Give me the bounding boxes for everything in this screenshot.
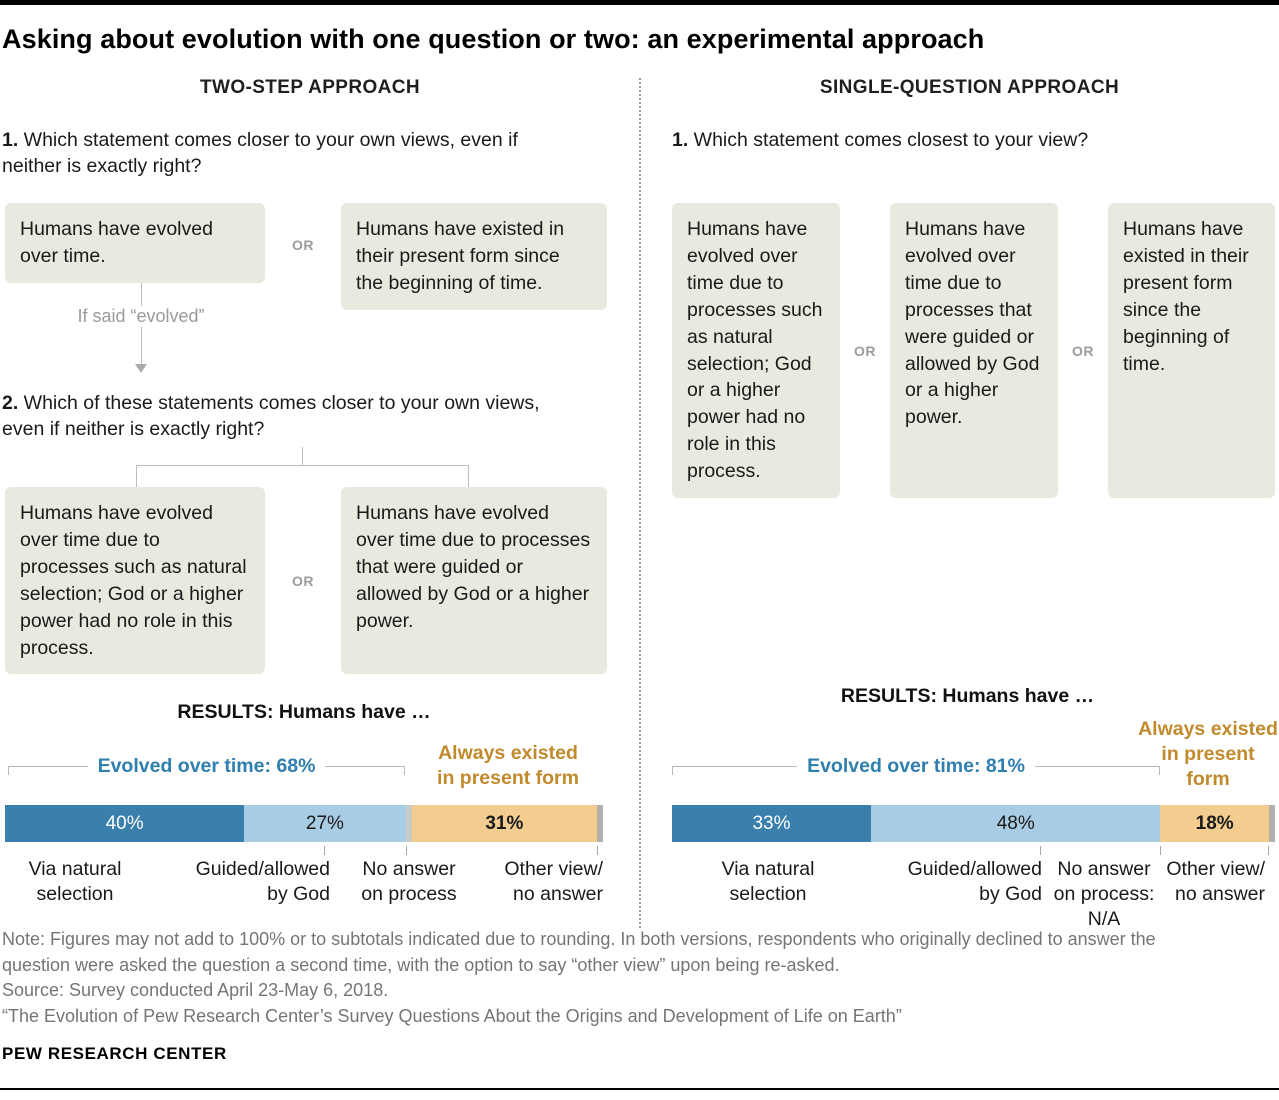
bar-value: 31% xyxy=(485,812,524,834)
bracket-line xyxy=(8,766,88,775)
bar-value: 48% xyxy=(996,812,1035,834)
always-existed-line: Always existed xyxy=(1138,718,1278,740)
bracket-line xyxy=(325,766,405,775)
axis-tick xyxy=(324,846,325,855)
bracket-connector xyxy=(302,447,303,465)
single-question-panel: SINGLE-QUESTION APPROACH 1. Which statem… xyxy=(660,75,1279,955)
option-natural-selection-box: Humans have evolved over time due to pro… xyxy=(672,203,840,499)
question-text: Which statement comes closest to your vi… xyxy=(688,129,1089,151)
bottom-rule xyxy=(0,1088,1279,1090)
axis-tick xyxy=(597,846,598,855)
bar-segment-other xyxy=(1268,805,1275,842)
always-existed-line: in present xyxy=(1161,743,1255,765)
or-separator: OR xyxy=(854,342,876,359)
question-1: 1. Which statement comes closest to your… xyxy=(672,127,1267,153)
evolved-subtotal-label: Evolved over time: 68% xyxy=(97,755,316,777)
evolved-subtotal-bracket: Evolved over time: 68% xyxy=(8,755,405,778)
branch-condition-label: If said “evolved” xyxy=(46,306,236,327)
bar-value: 18% xyxy=(1195,812,1234,834)
always-existed-label: Always existed in present form xyxy=(1138,717,1278,792)
answer-options-row-2: Humans have evolved over time due to pro… xyxy=(5,487,607,675)
bracket-connector xyxy=(136,465,469,466)
results-heading: RESULTS: Humans have … xyxy=(840,685,1095,707)
results-heading: RESULTS: Humans have … xyxy=(177,701,431,723)
option-guided-box: Humans have evolved over time due to pro… xyxy=(890,203,1058,499)
bar-segment-natural-selection: 33% xyxy=(672,805,871,842)
bar-segment-no-answer xyxy=(405,805,412,842)
option-natural-selection-box: Humans have evolved over time due to pro… xyxy=(5,487,265,675)
evolved-subtotal-bracket: Evolved over time: 81% xyxy=(672,755,1160,778)
bracket-connector xyxy=(136,465,137,487)
question-text: Which of these statements comes closer t… xyxy=(2,392,540,441)
or-separator: OR xyxy=(1072,342,1094,359)
top-rule xyxy=(0,0,1279,5)
bracket-line xyxy=(672,766,798,775)
option-existed-box: Humans have existed in their present for… xyxy=(341,203,607,310)
arrow-down-icon xyxy=(135,364,147,373)
axis-label-natural-selection: Via natural selection xyxy=(28,858,122,905)
always-existed-line: in present form xyxy=(437,767,579,789)
question-text: Which statement comes closer to your own… xyxy=(2,129,518,178)
source-text: Source: Survey conducted April 23-May 6,… xyxy=(2,980,389,1000)
answer-options-row: Humans have evolved over time due to pro… xyxy=(672,203,1275,499)
column-divider xyxy=(639,78,641,928)
axis-label-guided: Guided/allowed by God xyxy=(907,858,1042,905)
bar-segment-always-existed: 31% xyxy=(411,805,598,842)
axis-label-other-view: Other view/ no answer xyxy=(1166,858,1265,905)
axis-tick xyxy=(1160,846,1161,855)
page-title: Asking about evolution with one question… xyxy=(2,24,985,54)
two-step-panel: TWO-STEP APPROACH 1. Which statement com… xyxy=(0,75,620,955)
bar-segment-guided: 48% xyxy=(870,805,1161,842)
option-existed-box: Humans have existed in their present for… xyxy=(1108,203,1275,499)
footer-notes: Note: Figures may not add to 100% or to … xyxy=(2,927,1202,1029)
pew-research-center-logo: PEW RESEARCH CENTER xyxy=(2,1044,227,1063)
axis-label-guided: Guided/allowed by God xyxy=(195,858,330,905)
evolved-subtotal-label: Evolved over time: 81% xyxy=(807,755,1025,777)
option-guided-box: Humans have evolved over time due to pro… xyxy=(341,487,607,675)
always-existed-line: form xyxy=(1186,768,1230,790)
bracket-connector xyxy=(468,465,469,487)
question-number: 1. xyxy=(672,129,689,151)
answer-options-row-1: Humans have evolved over time. OR Humans… xyxy=(5,203,607,310)
single-question-results-bar: 33% 48% 18% xyxy=(672,805,1275,842)
bar-segment-natural-selection: 40% xyxy=(5,805,245,842)
axis-label-no-answer: No answer on process: N/A xyxy=(1053,858,1155,930)
axis-tick xyxy=(406,846,407,855)
always-existed-label: Always existed in present form xyxy=(418,741,598,791)
panel-header-two-step: TWO-STEP APPROACH xyxy=(199,77,421,98)
or-separator: OR xyxy=(292,572,314,589)
axis-tick xyxy=(1040,846,1041,855)
always-existed-line: Always existed xyxy=(438,742,578,764)
axis-label-natural-selection: Via natural selection xyxy=(721,858,815,905)
or-separator: OR xyxy=(292,237,314,253)
note-text: Note: Figures may not add to 100% or to … xyxy=(2,929,1156,975)
bar-value: 40% xyxy=(105,812,144,834)
bar-segment-other xyxy=(597,805,603,842)
question-number: 1. xyxy=(2,129,19,151)
question-1: 1. Which statement comes closer to your … xyxy=(2,127,562,180)
question-2: 2. Which of these statements comes close… xyxy=(2,390,577,443)
panel-header-single-question: SINGLE-QUESTION APPROACH xyxy=(819,77,1120,98)
bar-value: 27% xyxy=(305,812,344,834)
option-evolved-box: Humans have evolved over time. xyxy=(5,203,265,283)
axis-tick xyxy=(1268,846,1269,855)
bracket-line xyxy=(1034,766,1160,775)
axis-label-no-answer: No answer on process xyxy=(361,858,457,905)
question-number: 2. xyxy=(2,392,19,414)
two-step-results-bar: 40% 27% 31% xyxy=(5,805,603,842)
bar-segment-always-existed: 18% xyxy=(1160,805,1269,842)
bar-value: 33% xyxy=(752,812,791,834)
bar-segment-guided: 27% xyxy=(244,805,406,842)
citation-text: “The Evolution of Pew Research Center’s … xyxy=(2,1005,902,1026)
axis-label-other-view: Other view/ no answer xyxy=(504,858,603,905)
